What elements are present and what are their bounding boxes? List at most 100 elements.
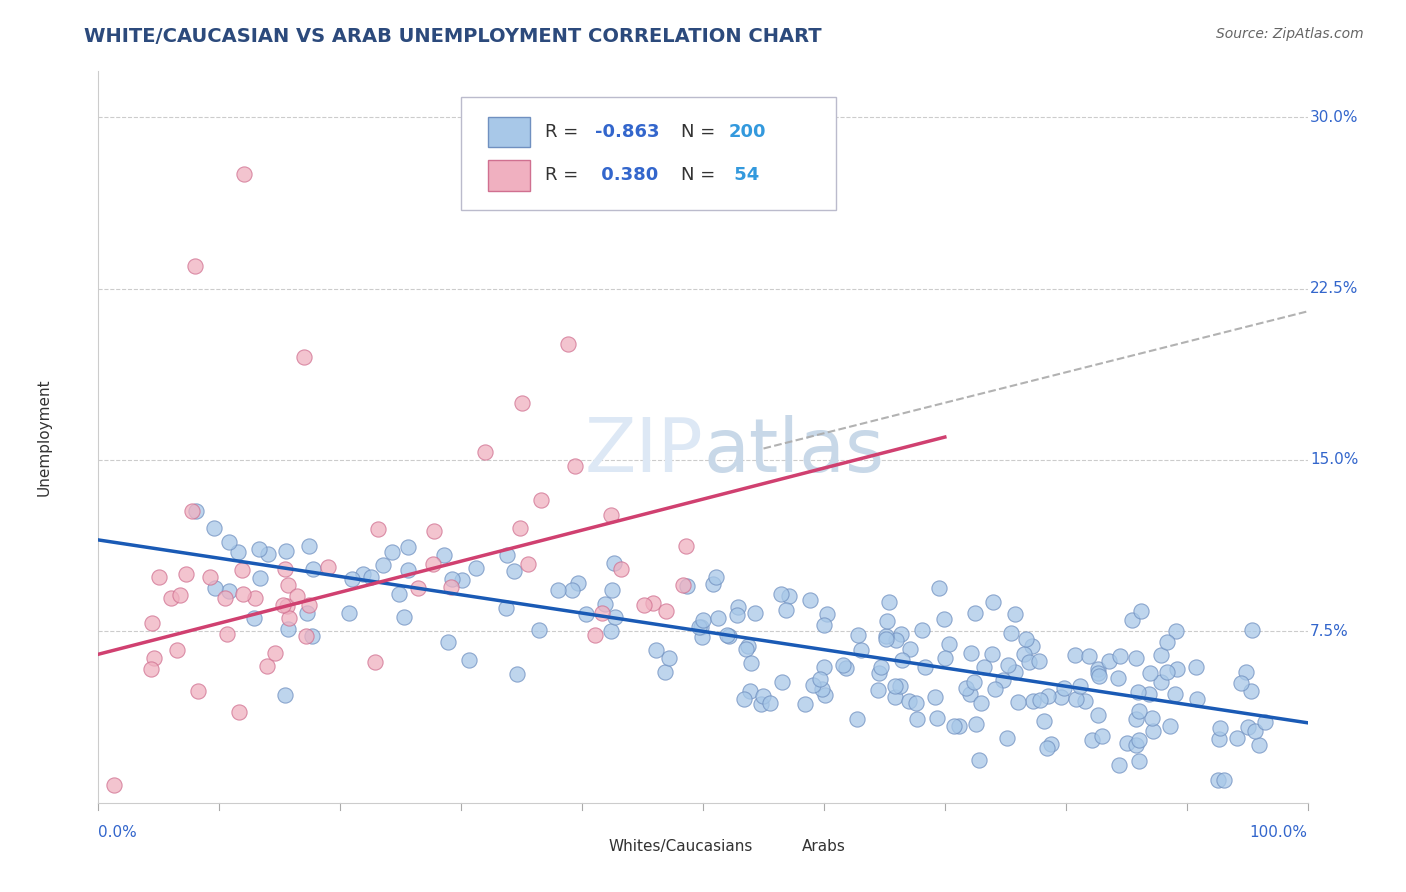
Point <box>934 650 956 665</box>
Point <box>883 690 905 704</box>
Point <box>295 606 318 620</box>
Point <box>1087 707 1109 722</box>
Point <box>342 572 364 586</box>
Point <box>202 520 225 534</box>
Point <box>139 661 162 675</box>
Point <box>1185 660 1208 674</box>
Point <box>934 612 956 626</box>
Text: R =: R = <box>544 167 583 185</box>
Point <box>846 712 869 726</box>
Point <box>690 620 713 634</box>
Point <box>243 611 266 625</box>
Point <box>285 589 308 603</box>
Point <box>1240 623 1263 637</box>
Point <box>927 711 949 725</box>
Point <box>1081 732 1104 747</box>
Point <box>725 608 748 623</box>
Point <box>1129 604 1152 618</box>
Point <box>602 556 624 570</box>
Point <box>967 753 990 767</box>
Point <box>1007 695 1029 709</box>
Point <box>1150 648 1173 662</box>
Point <box>905 696 928 710</box>
FancyBboxPatch shape <box>461 97 837 211</box>
Point <box>567 576 589 591</box>
Point <box>396 563 419 577</box>
Point <box>367 522 389 536</box>
Point <box>1066 692 1088 706</box>
Point <box>141 615 163 630</box>
Point <box>364 656 387 670</box>
Text: 0.0%: 0.0% <box>98 825 138 839</box>
Point <box>1164 687 1187 701</box>
Point <box>1087 665 1109 680</box>
Point <box>561 583 583 598</box>
Point <box>1018 655 1040 669</box>
Point <box>970 696 993 710</box>
Point <box>995 731 1018 746</box>
Point <box>1033 714 1056 728</box>
Point <box>388 587 411 601</box>
Point <box>381 545 404 559</box>
Point <box>980 647 1002 661</box>
Point <box>274 689 297 703</box>
Point <box>1121 613 1143 627</box>
Point <box>875 629 897 643</box>
Point <box>437 635 460 649</box>
Point <box>849 643 872 657</box>
Point <box>169 589 191 603</box>
Point <box>1021 639 1043 653</box>
Text: ZIP: ZIP <box>585 415 703 488</box>
Point <box>564 458 586 473</box>
Point <box>866 683 889 698</box>
Point <box>575 607 598 621</box>
Point <box>654 665 676 679</box>
Point <box>464 561 486 575</box>
Point <box>277 578 299 592</box>
Point <box>890 653 912 667</box>
Point <box>890 626 912 640</box>
Point <box>1004 607 1026 621</box>
Point <box>1206 772 1229 787</box>
Point <box>1014 632 1036 646</box>
Point <box>1139 665 1161 680</box>
Point <box>148 570 170 584</box>
Point <box>174 567 197 582</box>
Point <box>181 504 204 518</box>
Point <box>257 548 280 562</box>
Point <box>1253 715 1275 730</box>
Text: atlas: atlas <box>703 415 884 488</box>
Point <box>1125 738 1147 752</box>
Point <box>1159 719 1181 733</box>
Point <box>963 606 986 620</box>
Point <box>1028 654 1050 668</box>
Point <box>228 545 250 559</box>
Point <box>1039 737 1062 751</box>
Point <box>352 566 374 581</box>
Point <box>905 712 928 726</box>
Point <box>868 665 890 680</box>
Point <box>759 696 782 710</box>
Point <box>641 596 664 610</box>
Point <box>1240 684 1263 698</box>
Point <box>1230 675 1253 690</box>
Point <box>973 659 995 673</box>
Point <box>1098 654 1121 668</box>
Point <box>1125 712 1147 726</box>
Point <box>775 603 797 617</box>
Point <box>955 681 977 695</box>
Point <box>184 259 207 273</box>
Point <box>997 657 1019 672</box>
Text: N =: N = <box>682 123 721 141</box>
Point <box>744 606 766 620</box>
Point <box>740 684 762 698</box>
Point <box>1150 675 1173 690</box>
Text: 0.380: 0.380 <box>595 167 658 185</box>
Text: Arabs: Arabs <box>803 839 846 855</box>
Point <box>1004 665 1026 679</box>
Point <box>737 639 759 653</box>
Point <box>249 571 271 585</box>
FancyBboxPatch shape <box>488 117 530 147</box>
Point <box>1249 739 1271 753</box>
Point <box>875 632 897 646</box>
